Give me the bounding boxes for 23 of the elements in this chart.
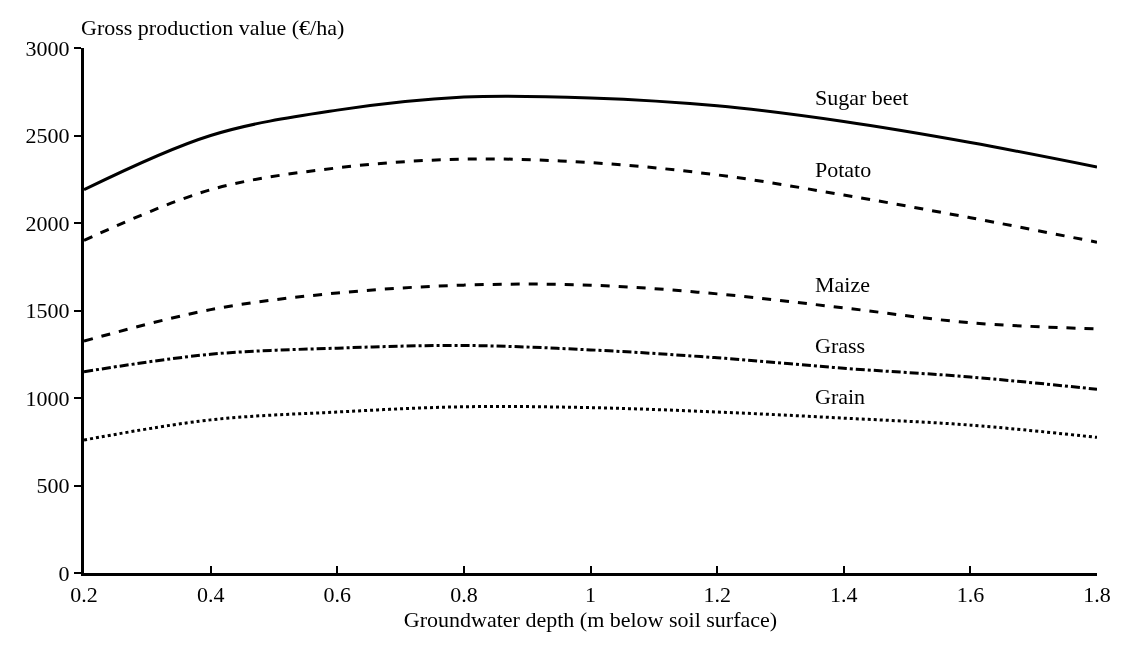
series-label: Potato (815, 157, 872, 182)
x-tick-label: 1.4 (830, 582, 858, 608)
x-tick-label: 0.4 (196, 582, 225, 608)
y-tick-label: 0 (58, 560, 70, 586)
y-tick-label: 500 (36, 473, 70, 499)
x-axis-title: Groundwater depth (m below soil surface) (403, 607, 778, 633)
x-tick-label: 0.8 (450, 582, 478, 608)
x-tick-label: 1 (585, 582, 596, 608)
x-tick-label: 1.6 (956, 582, 985, 608)
y-tick-label: 3000 (25, 35, 70, 61)
series-label: Grass (815, 333, 866, 358)
y-axis-title: Gross production value (€/ha) (81, 15, 345, 40)
y-tick-label: 1500 (25, 298, 70, 324)
y-tick-label: 2000 (25, 210, 70, 236)
x-tick-label: 0.2 (70, 582, 98, 608)
x-tick-label: 1.8 (1083, 582, 1111, 608)
y-tick-label: 2500 (25, 123, 70, 149)
x-tick-label: 0.6 (323, 582, 351, 608)
x-tick-label: 1.2 (703, 582, 731, 608)
series-label: Sugar beet (815, 85, 909, 110)
y-tick-label: 1000 (25, 385, 70, 411)
series-label: Grain (815, 384, 866, 409)
series-label: Maize (815, 272, 870, 297)
